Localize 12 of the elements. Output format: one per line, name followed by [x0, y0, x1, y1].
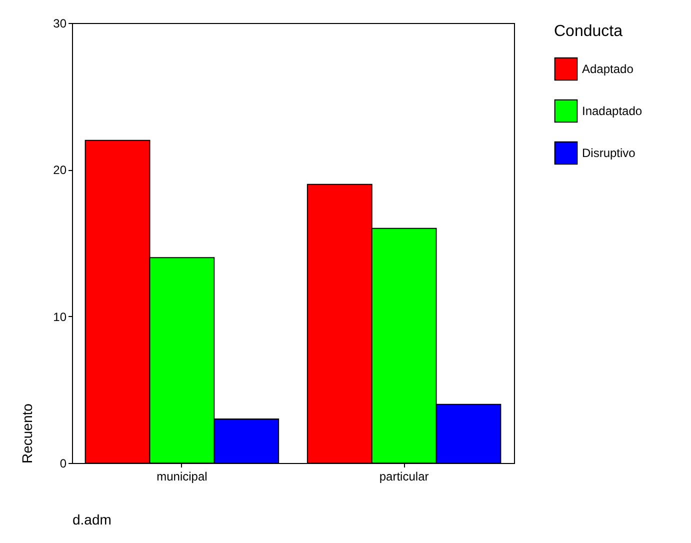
legend-title: Conducta — [554, 23, 623, 40]
x-tick-label: municipal — [156, 470, 208, 484]
legend-label: Adaptado — [582, 62, 634, 76]
y-tick-label: 20 — [53, 163, 67, 178]
y-axis-title: Recuento — [19, 403, 36, 464]
y-tick-label: 10 — [53, 310, 67, 324]
y-tick-label: 30 — [53, 16, 67, 30]
legend-label: Inadaptado — [582, 104, 642, 118]
x-axis-title: d.adm — [72, 512, 112, 528]
x-tick-label: particular — [379, 470, 429, 484]
y-tick-label: 0 — [60, 456, 67, 470]
legend-label: Disruptivo — [582, 146, 636, 160]
